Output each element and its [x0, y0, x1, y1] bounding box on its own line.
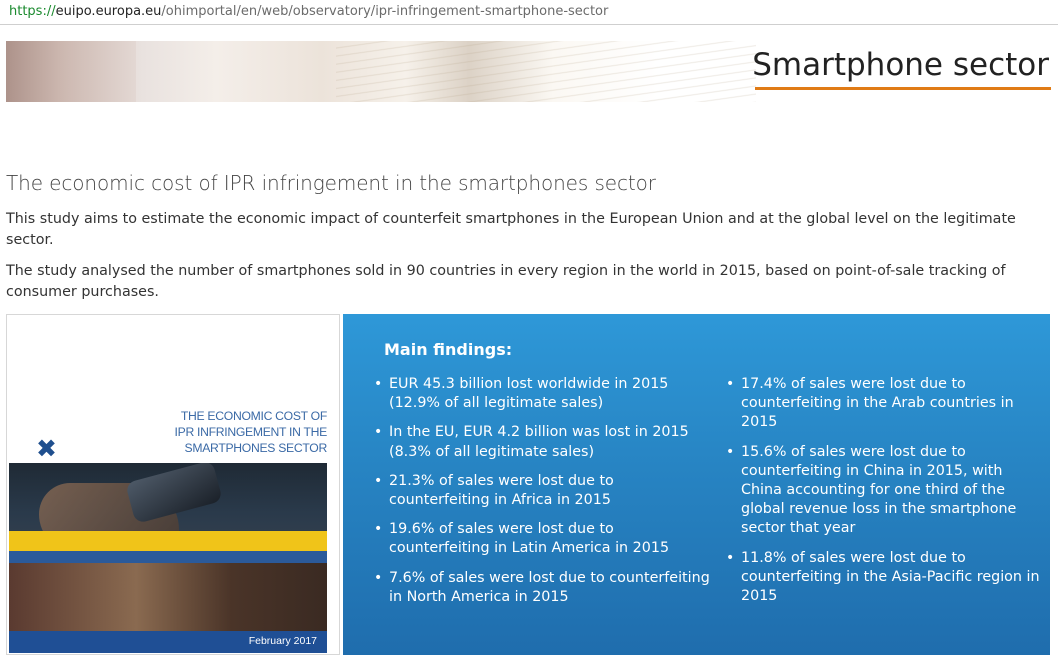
finding-item: 17.4% of sales were lost due to counterf…: [723, 375, 1045, 433]
banner-image-left: [6, 41, 136, 102]
cover-title-line: IPR INFRINGEMENT IN THE: [174, 425, 328, 439]
blue-stripe: [9, 551, 327, 563]
page-banner: [6, 41, 1058, 102]
yellow-stripe: [9, 531, 327, 551]
url-path: /ohimportal/en/web/observatory/ipr-infri…: [161, 4, 609, 19]
cover-footer: February 2017: [9, 631, 327, 653]
url-host: euipo.europa.eu: [55, 4, 162, 19]
method-paragraph: The study analysed the number of smartph…: [6, 263, 1006, 300]
url-text[interactable]: https://euipo.europa.eu/ohimportal/en/we…: [9, 4, 608, 19]
intro-paragraph: This study aims to estimate the economic…: [6, 211, 1016, 248]
cover-photo: [9, 463, 327, 631]
report-cover-image[interactable]: THE ECONOMIC COST OF IPR INFRINGEMENT IN…: [6, 314, 340, 655]
url-scheme: https://: [9, 4, 56, 19]
euipo-cross-icon: ✖: [36, 434, 57, 463]
cover-title-line: THE ECONOMIC COST OF: [180, 409, 327, 423]
finding-item: 15.6% of sales were lost due to counterf…: [723, 443, 1045, 539]
laptop-shape: [9, 563, 327, 631]
cover-title: THE ECONOMIC COST OF IPR INFRINGEMENT IN…: [107, 408, 328, 456]
findings-list-left: EUR 45.3 billion lost worldwide in 2015 …: [371, 375, 711, 617]
finding-item: 21.3% of sales were lost due to counterf…: [371, 472, 711, 510]
address-bar[interactable]: https://euipo.europa.eu/ohimportal/en/we…: [0, 0, 1058, 25]
banner-book-image: [336, 41, 756, 102]
finding-item: EUR 45.3 billion lost worldwide in 2015 …: [371, 375, 711, 413]
finding-item: 11.8% of sales were lost due to counterf…: [723, 549, 1045, 607]
article-heading: The economic cost of IPR infringement in…: [6, 171, 656, 195]
cover-title-line: SMARTPHONES SECTOR: [184, 441, 328, 455]
findings-title: Main findings:: [384, 340, 513, 359]
finding-item: 19.6% of sales were lost due to counterf…: [371, 520, 711, 558]
cover-date: February 2017: [248, 635, 317, 647]
title-underline: [755, 87, 1051, 90]
finding-item: In the EU, EUR 4.2 billion was lost in 2…: [371, 423, 711, 461]
findings-list-right: 17.4% of sales were lost due to counterf…: [723, 375, 1045, 616]
page-title: Smartphone sector: [752, 47, 1049, 83]
main-findings-panel: Main findings: EUR 45.3 billion lost wor…: [343, 314, 1050, 655]
finding-item: 7.6% of sales were lost due to counterfe…: [371, 569, 711, 607]
